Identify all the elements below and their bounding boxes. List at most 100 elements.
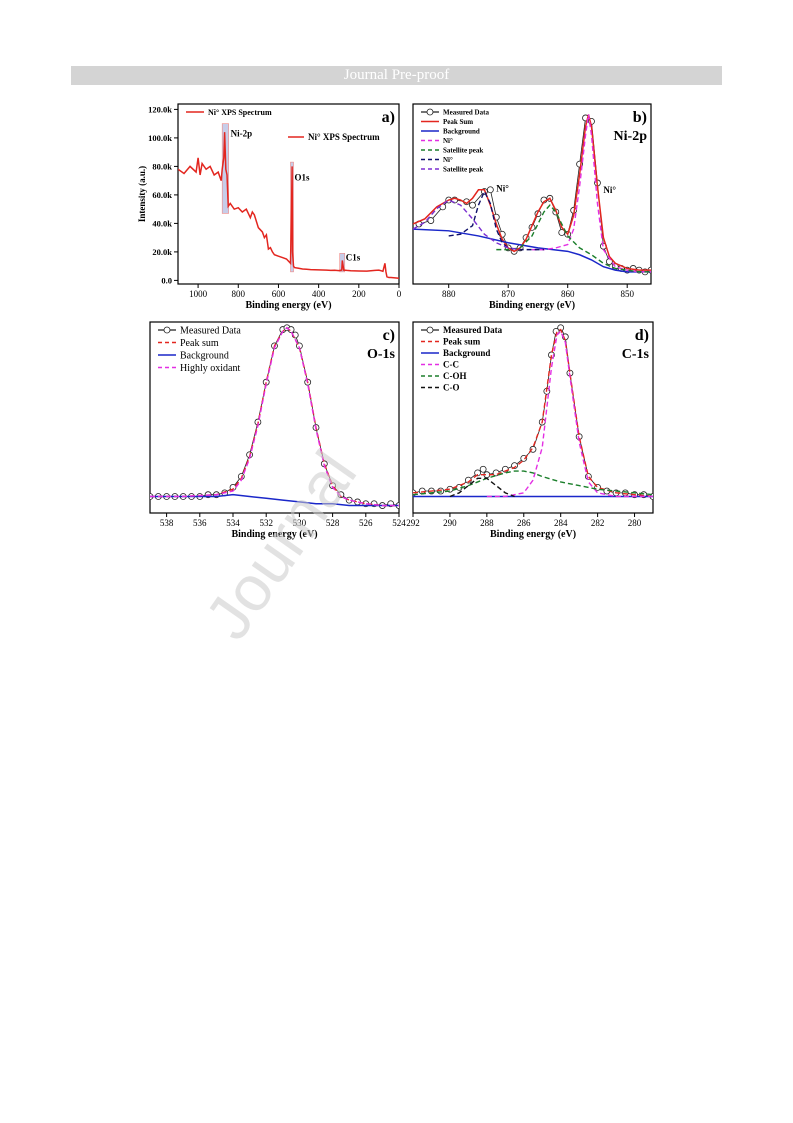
legend-entry: Ni° (443, 137, 453, 145)
panel-2: 880 870 860 850 Binding energy (eV) b) Ni-2p Me… (412, 103, 652, 311)
legend-swatch-marker (163, 326, 171, 334)
legend-entry: Ni° XPS Spectrum (308, 132, 380, 142)
data-point (427, 217, 435, 224)
series-line (150, 326, 399, 507)
x-tick-label: 286 (517, 518, 531, 528)
legend-swatch-marker (426, 326, 434, 334)
data-point (492, 469, 500, 477)
y-tick-label: 80.0k (152, 161, 172, 171)
plot-frame (149, 321, 400, 514)
panel-title: C-1s (622, 347, 650, 362)
series-line (413, 470, 653, 496)
x-tick-label: 524 (392, 518, 406, 528)
series-line (178, 132, 399, 280)
series-line (532, 114, 651, 273)
y-tick-label: 120.0k (148, 104, 172, 114)
series-line (449, 477, 515, 498)
legend-entry: Background (443, 127, 480, 135)
y-tick-label: 20.0k (152, 247, 172, 257)
data-point (529, 445, 537, 453)
x-axis-label: Binding energy (eV) (231, 529, 317, 540)
y-tick-label: 100.0k (148, 133, 172, 143)
legend-entry: Background (443, 348, 490, 358)
y-axis-label: Intensity (a.u.) (137, 166, 147, 222)
legend-entry: Ni° (443, 156, 453, 164)
x-tick-label: 530 (293, 518, 307, 528)
series-line (413, 228, 651, 273)
data-point (337, 491, 345, 499)
data-point (474, 469, 482, 477)
legend-entry: Satellite peak (443, 165, 483, 173)
y-tick-label: 40.0k (152, 218, 172, 228)
data-point (486, 186, 494, 194)
series-line (448, 189, 544, 251)
x-tick-label: 200 (352, 289, 366, 299)
legend-entry: C-C (443, 360, 459, 370)
x-tick-label: 280 (628, 518, 642, 528)
series-group (413, 324, 653, 500)
x-tick-label: 800 (232, 289, 246, 299)
series-group (413, 114, 651, 276)
legend-entry: Background (180, 351, 229, 362)
x-tick-label: 526 (359, 518, 373, 528)
series-line (413, 114, 651, 271)
annotation-ni-satellite: Ni° (496, 183, 509, 193)
data-point (558, 229, 566, 236)
panel-title: O-1s (367, 347, 396, 362)
legend-entry: Ni° XPS Spectrum (208, 108, 272, 117)
legend-entry: Measured Data (180, 326, 241, 337)
x-tick-label: 284 (554, 518, 568, 528)
series-line (413, 328, 653, 498)
x-tick-label: 400 (312, 289, 326, 299)
panel-4: 292 290 288 286 284 282 280 Binding energy (eV)… (406, 321, 654, 540)
series-line (150, 493, 399, 507)
x-tick-label: 870 (501, 289, 515, 299)
x-tick-label: 528 (326, 518, 340, 528)
x-tick-label: 860 (561, 289, 575, 299)
legend-entry: Peak sum (180, 338, 219, 349)
y-tick-label: 0.0 (161, 275, 172, 285)
series-group (178, 132, 399, 280)
plot-frame (412, 103, 652, 285)
x-tick-label: 288 (480, 518, 494, 528)
panel-title: Ni-2p (614, 129, 648, 144)
x-axis-label: Binding energy (eV) (489, 300, 575, 311)
panel-label: b) (633, 109, 647, 126)
legend-swatch-marker (426, 108, 434, 116)
series-line (486, 330, 653, 498)
y-tick-label: 60.0k (152, 190, 172, 200)
x-axis-label: Binding energy (eV) (490, 529, 576, 540)
journal-banner: Journal Pre-proof (71, 66, 722, 85)
x-tick-label: 290 (443, 518, 457, 528)
x-tick-label: 538 (160, 518, 174, 528)
legend-entry: Satellite peak (443, 146, 483, 154)
series-line (413, 199, 521, 251)
panel-label: d) (635, 327, 649, 344)
legend-entry: C-OH (443, 371, 467, 381)
annotation-c1s: C1s (346, 252, 361, 262)
series-group (150, 324, 399, 509)
x-tick-label: 536 (193, 518, 207, 528)
x-tick-label: 880 (442, 289, 456, 299)
annotation-o1s: O1s (295, 173, 311, 183)
x-axis-label: Binding energy (eV) (245, 300, 331, 311)
x-tick-label: 850 (620, 289, 634, 299)
data-point (479, 465, 487, 473)
x-tick-label: 1000 (189, 289, 208, 299)
panel-label: c) (383, 327, 395, 344)
data-point (469, 201, 476, 209)
legend-entry: Peak sum (443, 337, 481, 347)
x-tick-label: 292 (406, 518, 420, 528)
x-tick-label: 534 (226, 518, 240, 528)
x-tick-label: 532 (259, 518, 273, 528)
panel-label: a) (382, 109, 395, 126)
x-tick-label: 0 (397, 289, 402, 299)
legend-entry: Measured Data (443, 108, 489, 116)
x-tick-label: 282 (591, 518, 605, 528)
data-point (520, 454, 528, 462)
legend-entry: Peak Sum (443, 118, 473, 126)
series-line (496, 204, 651, 273)
legend-entry: Highly oxidant (180, 363, 240, 374)
plot-frame (412, 321, 654, 514)
x-tick-label: 600 (272, 289, 286, 299)
